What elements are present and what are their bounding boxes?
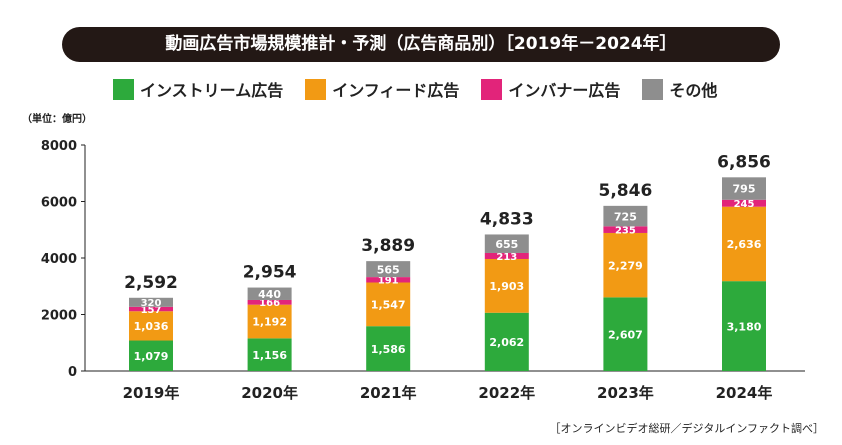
bar-segment <box>366 326 411 371</box>
bar-segment <box>603 205 648 227</box>
bar-segment <box>129 297 173 307</box>
total-label: 5,846 <box>599 181 653 201</box>
data-label: 2,279 <box>608 259 643 272</box>
bar-segment <box>129 311 173 341</box>
data-label: 166 <box>259 298 280 309</box>
total-label: 3,889 <box>361 236 415 256</box>
legend-item-infeed: インフィード広告 <box>305 77 459 101</box>
unit-label: （単位：億円） <box>22 114 92 125</box>
data-label: 3,180 <box>727 320 762 333</box>
bar-segment <box>247 304 292 339</box>
x-tick-label: 2024年 <box>716 384 773 402</box>
x-tick-label: 2021年 <box>360 384 417 402</box>
chart-title: 動画広告市場規模推計・予測（広告商品別）［2019年－2024年］ <box>62 27 780 62</box>
data-label: 1,079 <box>134 350 169 363</box>
legend: インストリーム広告 インフィード広告 インバナー広告 その他 <box>113 76 739 102</box>
data-label: 1,586 <box>371 343 406 356</box>
legend-label-inbanner: インバナー広告 <box>508 81 621 100</box>
bar-segment <box>129 306 173 312</box>
data-label: 157 <box>141 305 162 316</box>
legend-label-instream: インストリーム広告 <box>140 81 284 100</box>
data-label: 2,062 <box>489 336 524 349</box>
legend-swatch-other <box>642 78 664 100</box>
data-label: 565 <box>377 263 400 276</box>
bar-segment <box>722 206 766 282</box>
bar-segment <box>722 281 766 371</box>
legend-item-inbanner: インバナー広告 <box>481 77 620 101</box>
bar-segment <box>484 234 529 253</box>
legend-item-instream: インストリーム広告 <box>113 77 283 101</box>
bar-segment <box>247 287 292 300</box>
data-label: 1,903 <box>489 280 524 293</box>
bar-segment <box>603 226 648 233</box>
bar-segment <box>366 277 411 283</box>
data-label: 191 <box>378 276 399 287</box>
data-label: 235 <box>615 225 636 236</box>
data-label: 1,036 <box>134 320 169 333</box>
bar-segment <box>484 312 529 371</box>
legend-swatch-instream <box>113 78 134 100</box>
bar-segment <box>366 261 411 278</box>
bar-segment <box>366 282 411 327</box>
data-label: 440 <box>258 288 281 301</box>
legend-item-other: その他 <box>642 77 717 101</box>
data-label: 725 <box>614 210 637 223</box>
y-tick-label: 2000 <box>41 309 77 324</box>
bar-segment <box>129 340 173 371</box>
bar-segment <box>603 297 648 371</box>
bar-segment <box>722 199 766 207</box>
bar-segment <box>722 177 766 200</box>
bar-segment <box>484 252 529 259</box>
y-tick-label: 4000 <box>41 252 77 267</box>
data-label: 213 <box>496 252 517 263</box>
legend-swatch-inbanner <box>481 78 503 100</box>
data-label: 2,607 <box>608 328 643 341</box>
legend-label-other: その他 <box>669 81 718 100</box>
bar-segment <box>247 299 292 305</box>
data-label: 1,192 <box>252 316 287 329</box>
data-label: 1,156 <box>252 349 287 362</box>
bar-segment <box>603 232 648 298</box>
x-tick-label: 2023年 <box>597 384 654 402</box>
y-tick-label: 0 <box>68 365 77 380</box>
data-label: 245 <box>734 199 755 210</box>
data-label: 2,636 <box>727 238 762 251</box>
y-tick-label: 8000 <box>41 139 77 154</box>
source-note: ［オンラインビデオ総研／デジタルインファクト調べ］ <box>549 422 824 435</box>
data-label: 795 <box>733 183 756 196</box>
x-tick-label: 2022年 <box>478 384 535 402</box>
data-label: 320 <box>141 298 162 309</box>
data-label: 1,547 <box>371 299 406 312</box>
legend-label-infeed: インフィード広告 <box>332 81 460 100</box>
legend-swatch-infeed <box>305 78 327 100</box>
total-label: 4,833 <box>480 209 534 229</box>
total-label: 2,954 <box>243 263 297 283</box>
bar-segment <box>484 258 529 313</box>
data-label: 655 <box>495 238 518 251</box>
x-tick-label: 2020年 <box>241 384 298 402</box>
total-label: 6,856 <box>717 152 771 172</box>
total-label: 2,592 <box>124 273 178 293</box>
bar-segment <box>247 338 292 371</box>
x-tick-label: 2019年 <box>123 384 180 402</box>
y-tick-label: 6000 <box>41 196 77 211</box>
